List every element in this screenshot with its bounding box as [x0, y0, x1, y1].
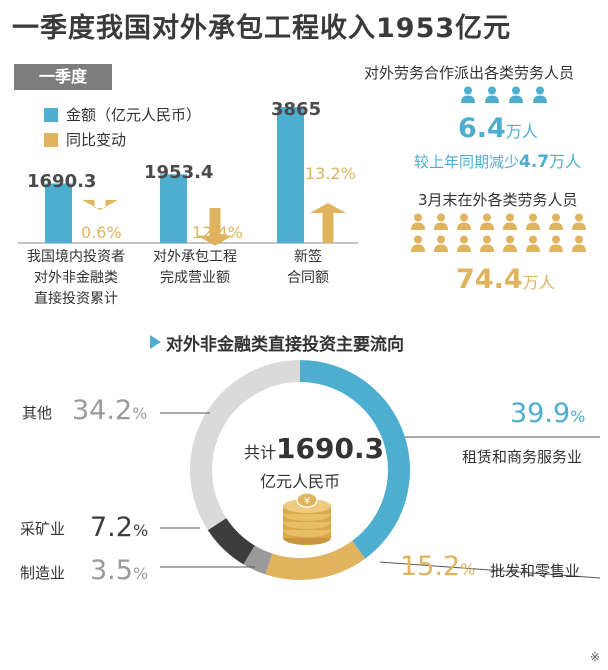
- slice-value-mining: 7.2%: [90, 512, 149, 543]
- slice-label-mining: 采矿业: [20, 520, 66, 538]
- donut-center-prefix: 共计: [244, 443, 277, 462]
- triangle-bullet-icon: [150, 335, 161, 349]
- person-icon: [502, 213, 518, 235]
- bar-value-contracting: 1953.4: [144, 162, 214, 183]
- labor-dispatch-label: 对外劳务合作派出各类劳务人员: [364, 64, 575, 82]
- change-value-contracting: 12.4%: [192, 223, 243, 242]
- legend-label-gold: 同比变动: [66, 131, 127, 149]
- coin-stack-icon: ¥: [283, 492, 331, 545]
- category-label-new-contracts: 新签 合同额: [287, 249, 329, 286]
- corner-mark: ※: [590, 650, 601, 664]
- arrow-change-new-contracts: [310, 203, 346, 243]
- person-icon: [571, 213, 587, 235]
- arrow-change-investment: [82, 199, 118, 210]
- slice-value-manufacturing: 3.5%: [90, 555, 149, 586]
- change-value-investment: 0.6%: [81, 223, 122, 242]
- arrow-change-contracting: [197, 208, 233, 246]
- donut-slice-other: [189, 360, 300, 531]
- legend-swatch-blue: [44, 108, 58, 122]
- slice-value-wholesale: 15.2%: [400, 551, 476, 582]
- person-icon: [532, 86, 548, 108]
- person-icon: [410, 213, 426, 235]
- labor-abroad-label: 3月末在外各类劳务人员: [418, 191, 578, 209]
- leader-line-wholesale: [379, 561, 601, 579]
- person-icon: [525, 213, 541, 235]
- person-icon: [433, 235, 449, 257]
- person-icon: [548, 235, 564, 257]
- slice-label-manufacturing: 制造业: [20, 564, 66, 582]
- slice-label-other: 其他: [22, 404, 53, 422]
- page-title: 一季度我国对外承包工程收入1953亿元: [12, 13, 512, 44]
- person-icon: [433, 213, 449, 235]
- slice-value-leasing: 39.9%: [510, 398, 586, 429]
- quarter-tag: 一季度: [14, 64, 112, 90]
- person-icon: [479, 213, 495, 235]
- person-icon: [460, 86, 476, 108]
- donut-title: 对外非金融类直接投资主要流向: [166, 335, 404, 355]
- donut-center-total: 共计1690.3: [244, 432, 384, 465]
- person-icon: [484, 86, 500, 108]
- donut-center-unit: 亿元人民币: [260, 472, 341, 491]
- svg-text:¥: ¥: [304, 496, 310, 507]
- change-value-new-contracts: 13.2%: [305, 164, 356, 183]
- bar-amount-contracting: [160, 174, 187, 243]
- legend-label-blue: 金额（亿元人民币）: [66, 106, 202, 124]
- person-icon: [525, 235, 541, 257]
- labor-decrease-value: 4.7: [519, 152, 550, 172]
- labor-decrease-line: 较上年同期减少4.7万人: [414, 148, 581, 172]
- slice-label-wholesale: 批发和零售业: [490, 562, 581, 580]
- category-label-contracting: 对外承包工程 完成营业额: [153, 249, 237, 286]
- bar-value-new-contracts: 3865: [271, 99, 322, 120]
- person-icon: [571, 235, 587, 257]
- person-icon: [508, 86, 524, 108]
- person-icon: [548, 213, 564, 235]
- donut-center-value: 1690.3: [276, 432, 385, 465]
- bar-chart: [18, 107, 358, 246]
- labor-dispatch-figure: 6.4万人: [458, 113, 538, 144]
- labor-decrease-unit: 万人: [549, 152, 582, 171]
- labor-abroad-value: 74.4: [456, 264, 523, 295]
- bar-value-investment: 1690.3: [27, 171, 97, 192]
- slice-label-leasing: 租赁和商务服务业: [462, 448, 583, 466]
- person-icon: [456, 235, 472, 257]
- slice-value-other: 34.2%: [72, 395, 148, 426]
- category-label-investment: 我国境内投资者 对外非金融类 直接投资累计: [27, 249, 125, 307]
- labor-dispatch-unit: 万人: [505, 122, 538, 141]
- person-icon: [456, 213, 472, 235]
- donut-slice-mining: [207, 518, 255, 565]
- labor-dispatch-value: 6.4: [458, 113, 506, 144]
- donut-slice-wholesale: [265, 540, 366, 580]
- person-icon: [502, 235, 518, 257]
- bar-amount-investment: [45, 183, 72, 243]
- labor-abroad-unit: 万人: [522, 273, 555, 292]
- labor-decrease-text: 较上年同期减少: [414, 153, 520, 171]
- donut-slice-leasing: [300, 360, 410, 559]
- bar-amount-new-contracts: [277, 107, 304, 243]
- person-icon: [410, 235, 426, 257]
- labor-abroad-figure: 74.4万人: [456, 264, 555, 295]
- person-icon: [479, 235, 495, 257]
- legend-swatch-gold: [44, 133, 58, 147]
